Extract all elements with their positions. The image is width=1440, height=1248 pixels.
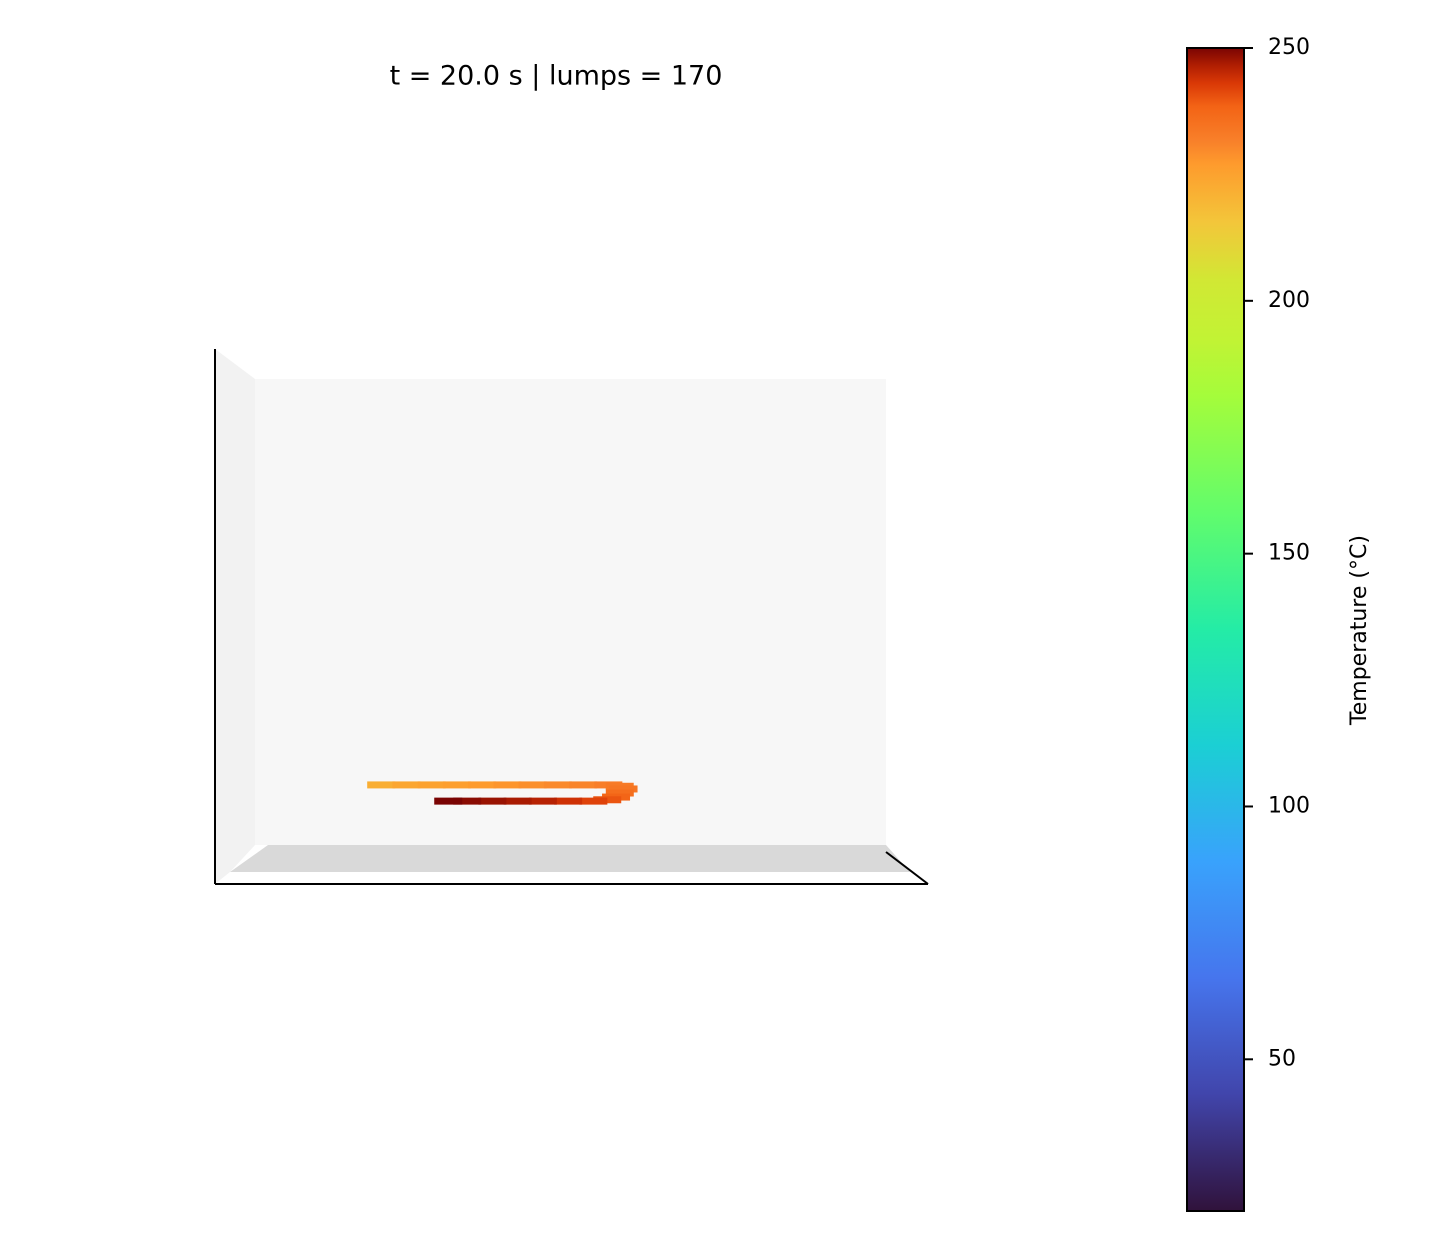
lump (605, 789, 634, 797)
lump (442, 781, 471, 789)
colorbar-tick-label: 100 (1268, 793, 1310, 818)
lump (518, 781, 547, 789)
left-pane (215, 349, 255, 884)
lump (554, 797, 583, 805)
back-pane (255, 379, 886, 845)
lump (493, 781, 522, 789)
colorbar-tick-label: 50 (1268, 1046, 1296, 1071)
colorbar-label: Temperature (°C) (1347, 535, 1372, 726)
lump (478, 797, 507, 805)
floor-pane (230, 845, 910, 872)
lump (569, 781, 598, 789)
axis-lines (214, 349, 929, 885)
lump (468, 781, 497, 789)
lump (528, 797, 557, 805)
lump (543, 781, 572, 789)
lump (434, 797, 463, 805)
y-axis-line (885, 851, 929, 885)
colorbar-tick-label: 250 (1268, 35, 1310, 60)
colorbar (1186, 47, 1245, 1212)
points (367, 781, 638, 805)
lump (453, 797, 482, 805)
lump (417, 781, 446, 789)
colorbar-axis: 50 100 150 200 250 (1244, 35, 1310, 1071)
lump (609, 785, 638, 793)
chart-title: t = 20.0 s | lumps = 170 (390, 61, 723, 92)
lump (392, 781, 421, 789)
colorbar-tick-label: 200 (1268, 288, 1310, 313)
colorbar-tick-label: 150 (1268, 541, 1310, 566)
lump (579, 797, 608, 805)
lump (367, 781, 396, 789)
lump (503, 797, 532, 805)
